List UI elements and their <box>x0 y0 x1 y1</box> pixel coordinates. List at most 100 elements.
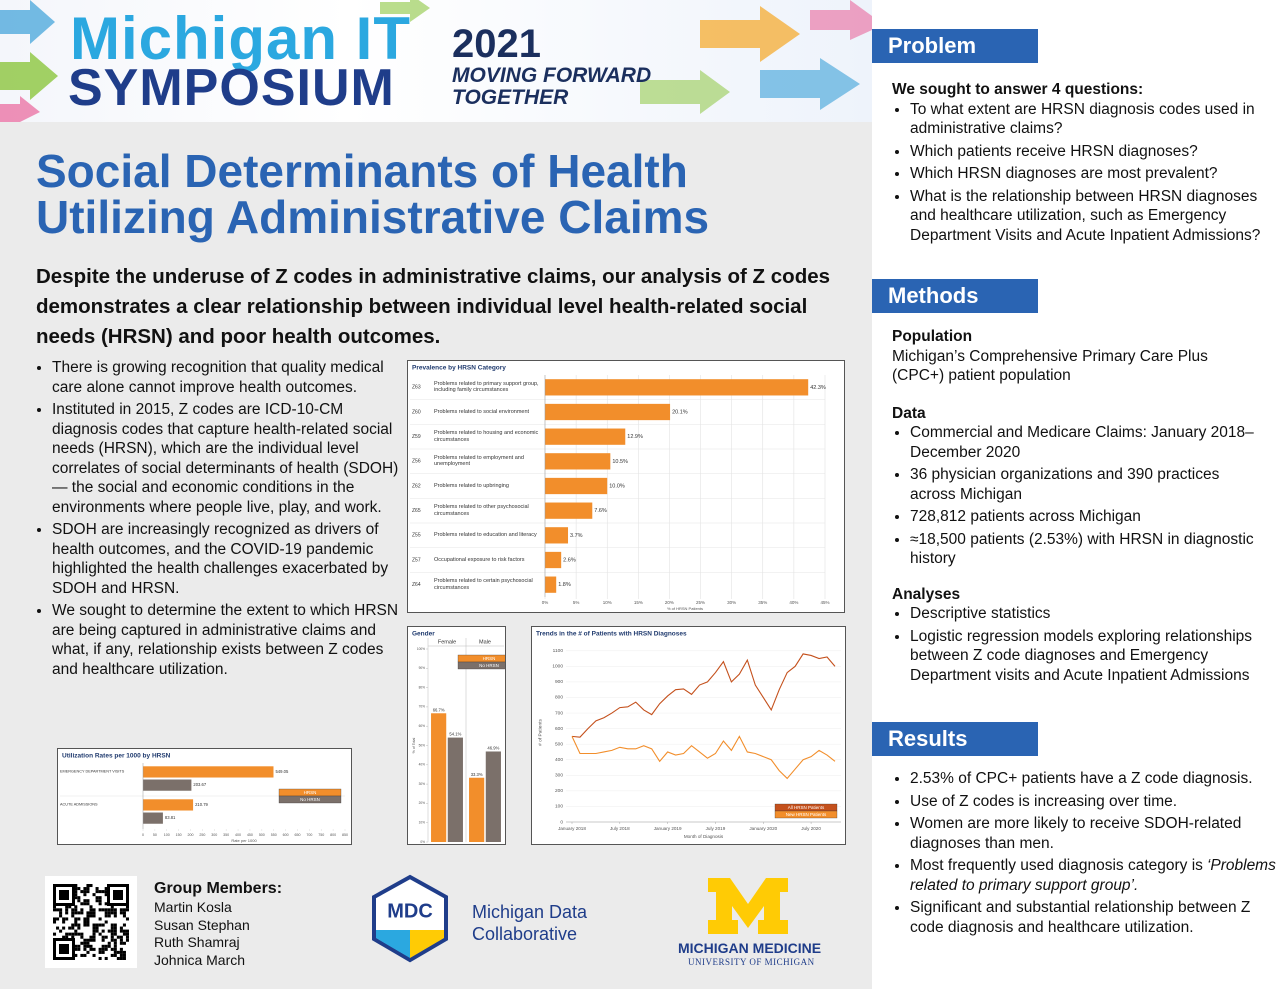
category-label: Problems related to other psychosocial c… <box>434 504 529 517</box>
qr-module <box>122 956 126 960</box>
trends-chart: Trends in the # of Patients with HRSN Di… <box>531 626 846 845</box>
methods-section: Population Michigan’s Comprehensive Prim… <box>892 327 1264 688</box>
block-m-shape <box>708 878 788 934</box>
qr-module <box>98 950 102 954</box>
category-code: Z62 <box>412 483 421 489</box>
qr-module <box>101 944 105 948</box>
banner-arrows <box>0 0 872 122</box>
bullet: Women are more likely to receive SDOH-re… <box>910 814 1280 853</box>
qr-module <box>65 908 69 912</box>
category-label: Male <box>479 639 491 645</box>
qr-module <box>92 908 96 912</box>
qr-module <box>59 914 63 918</box>
qr-module <box>65 911 69 915</box>
qr-module <box>89 944 93 948</box>
brand-line2: SYMPOSIUM <box>68 59 395 117</box>
value-label: 210.79 <box>195 802 208 807</box>
qr-module <box>107 929 111 933</box>
qr-module <box>92 938 96 942</box>
category-label: Problems related to upbringing <box>434 482 509 489</box>
problem-section: We sought to answer 4 questions: To what… <box>892 80 1264 248</box>
category-label-box: Problems related to certain psychosocial… <box>434 578 533 591</box>
y-tick-label: 70% <box>419 705 426 709</box>
qr-module <box>125 929 129 933</box>
x-tick-label: 350 <box>223 833 229 837</box>
group-members: Martin Kosla Susan Stephan Ruth Shamraj Joh… <box>154 899 250 969</box>
bullet: SDOH are increasingly recognized as driv… <box>52 520 402 598</box>
category-label-box: Problems related to education and litera… <box>434 532 537 539</box>
tagline: MOVING FORWARD <box>452 64 652 87</box>
hexagon-part <box>410 930 444 958</box>
qr-module <box>86 941 90 945</box>
legend-label: No HRSN <box>479 663 499 668</box>
bar <box>545 428 626 445</box>
y-tick-label: 300 <box>555 773 563 779</box>
mdc-text: MDC <box>387 900 433 922</box>
y-axis-label: # of Patients <box>537 719 543 746</box>
y-tick-label: 1000 <box>552 664 563 670</box>
x-tick-label: 10% <box>603 600 612 605</box>
x-tick-label: 450 <box>247 833 253 837</box>
category-code: Z64 <box>412 582 421 588</box>
data-list: Commercial and Medicare Claims: January … <box>892 423 1264 569</box>
qr-module <box>92 935 96 939</box>
year: 2021 <box>452 22 541 66</box>
qr-module <box>89 938 93 942</box>
legend-label: New HRSN Patients <box>786 812 827 817</box>
analyses-list: Descriptive statistics Logistic regressio… <box>892 604 1264 685</box>
qr-module <box>110 929 114 933</box>
qr-module <box>77 947 81 951</box>
qr-module <box>59 908 63 912</box>
member-name: Ruth Shamraj <box>154 934 240 950</box>
bullet: Significant and substantial relationship… <box>910 898 1280 937</box>
qr-module <box>71 935 75 939</box>
qr-module <box>104 947 108 951</box>
qr-module <box>53 920 57 924</box>
qr-module <box>110 938 114 942</box>
bullet: There is growing recognition that qualit… <box>52 358 402 397</box>
qr-module <box>80 935 84 939</box>
chart-title: Gender <box>412 631 435 638</box>
category-label: Problems related to certain psychosocial… <box>434 578 533 591</box>
qr-module <box>83 887 87 891</box>
qr-module <box>89 914 93 918</box>
qr-module <box>101 950 105 954</box>
qr-module <box>65 905 69 909</box>
qr-module <box>98 923 102 927</box>
qr-module <box>92 929 96 933</box>
qr-module <box>62 917 66 921</box>
bar <box>143 779 192 791</box>
value-label: 20.1% <box>672 409 688 415</box>
qr-module <box>80 953 84 957</box>
legend-swatch <box>278 795 342 804</box>
qr-module <box>119 953 123 957</box>
qr-module <box>89 947 93 951</box>
qr-module <box>71 932 75 936</box>
x-tick-label: 20% <box>665 600 674 605</box>
x-tick-label: 40% <box>789 600 798 605</box>
category-label: Problems related to education and litera… <box>434 532 537 539</box>
category-label: Female <box>438 639 456 645</box>
bullet: 2.53% of CPC+ patients have a Z code dia… <box>910 769 1280 789</box>
qr-module <box>74 953 78 957</box>
qr-module <box>113 941 117 945</box>
qr-module <box>77 887 81 891</box>
member-name: Martin Kosla <box>154 899 232 915</box>
bar <box>431 713 447 842</box>
qr-module <box>77 899 81 903</box>
qr-module <box>62 920 66 924</box>
qr-module <box>95 923 99 927</box>
arrow <box>760 58 860 110</box>
category-label: ACUTE ADMISSIONS <box>60 802 98 806</box>
bullet: Which HRSN diagnoses are most prevalent? <box>910 164 1264 184</box>
qr-module <box>119 911 123 915</box>
qr-module <box>116 956 120 960</box>
qr-module <box>74 911 78 915</box>
subheading: Analyses <box>892 585 961 603</box>
qr-module <box>74 917 78 921</box>
qr-module <box>95 929 99 933</box>
category-label-box: Problems related to employment and unemp… <box>434 455 524 468</box>
y-tick-label: 0% <box>420 840 425 844</box>
qr-module <box>71 908 75 912</box>
